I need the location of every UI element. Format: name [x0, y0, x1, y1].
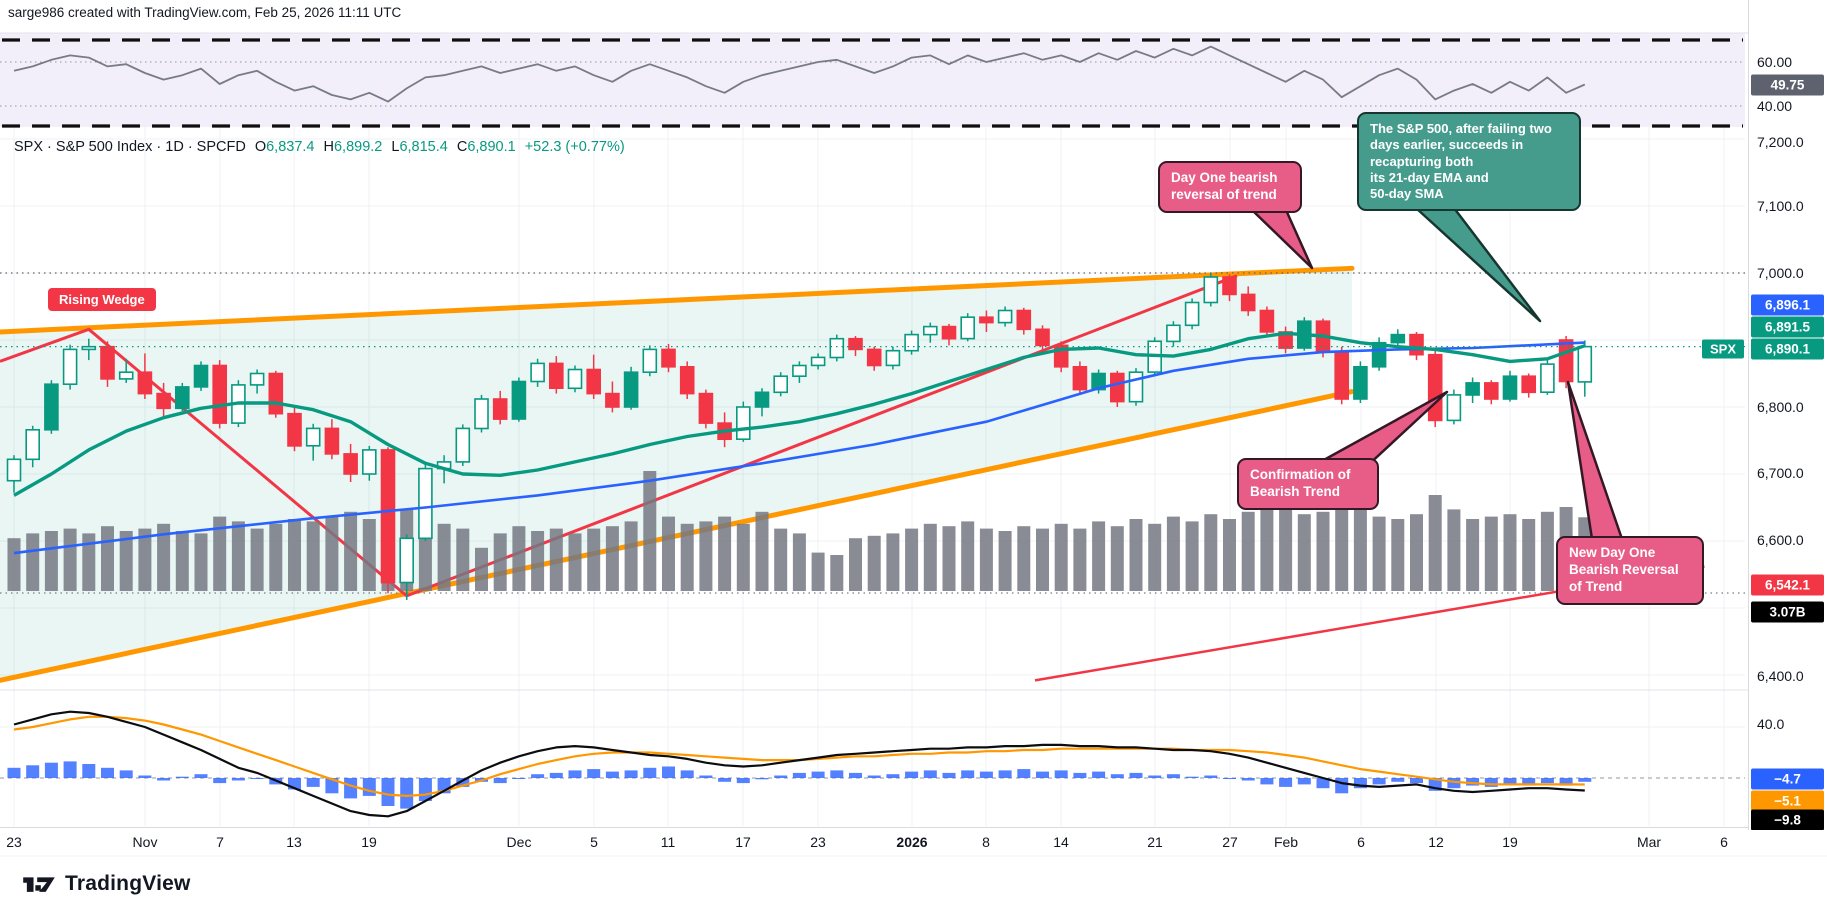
- rising-wedge-label[interactable]: Rising Wedge: [48, 288, 156, 311]
- time-axis-label: 6: [1357, 834, 1365, 850]
- price-scale-label: 6,700.0: [1757, 465, 1804, 481]
- upper-oscillator-pane[interactable]: [0, 33, 1745, 127]
- time-axis-label: 2026: [896, 834, 928, 850]
- ohlc-open: O6,837.4: [254, 139, 315, 155]
- time-axis-label: Nov: [132, 834, 158, 850]
- attribution-text: sarge986 created with TradingView.com, F…: [8, 5, 402, 20]
- price-badge: 6,896.1: [1751, 294, 1824, 316]
- ema21-line[interactable]: [13, 331, 1586, 497]
- price-scale-label: 7,000.0: [1757, 265, 1804, 281]
- price-scale-label: 40.00: [1757, 98, 1793, 114]
- time-axis-label: 5: [590, 834, 598, 850]
- rsi-band-lines: [0, 61, 1745, 107]
- time-axis-label: 19: [361, 834, 377, 850]
- tradingview-logo-text: TradingView: [65, 872, 191, 895]
- price-scale-label: 40.0: [1757, 716, 1785, 732]
- time-axis-label: 21: [1147, 834, 1163, 850]
- price-scale-label: 60.00: [1757, 54, 1793, 70]
- time-axis-label: 6: [1720, 834, 1728, 850]
- price-scale-label: 6,400.0: [1757, 668, 1804, 684]
- callout-new-day-one-bearish[interactable]: New Day One Bearish Reversal of Trend: [1556, 536, 1704, 605]
- sma50-line[interactable]: [13, 341, 1585, 555]
- time-axis-label: Feb: [1273, 834, 1299, 850]
- time-axis-label: 27: [1222, 834, 1238, 850]
- time-axis-label: Dec: [506, 834, 532, 850]
- price-badge: −9.8: [1751, 809, 1824, 830]
- time-axis-label: 8: [982, 834, 990, 850]
- lower-oscillator-pane[interactable]: [0, 710, 1745, 818]
- vertical-grid: [13, 33, 1725, 826]
- price-scale-label: 7,200.0: [1757, 134, 1804, 150]
- price-badge: 3.07B: [1751, 601, 1824, 623]
- callout-sp500-recapture[interactable]: The S&P 500, after failing two days earl…: [1357, 112, 1581, 212]
- price-scale-label: 6,800.0: [1757, 399, 1804, 415]
- time-axis[interactable]: 23 Nov 7 13 19 Dec 5 11 17 23 2026 8 14 21 27 Feb 6 12 19 M…: [0, 828, 1748, 854]
- time-axis-label: 23: [810, 834, 826, 850]
- price-badge: −4.7: [1751, 768, 1824, 790]
- time-axis-label: 11: [660, 834, 676, 850]
- change-value: +52.3 (+0.77%): [524, 139, 625, 155]
- tradingview-logo-icon: [23, 877, 55, 892]
- time-axis-label: 19: [1502, 834, 1518, 850]
- price-badge: 6,890.1: [1751, 338, 1824, 360]
- price-badge: 49.75: [1751, 74, 1824, 96]
- tradingview-logo[interactable]: TradingView: [22, 870, 191, 898]
- pane-separators: [0, 32, 1827, 857]
- time-axis-label: 14: [1053, 834, 1069, 850]
- callout-pointers: [1250, 206, 1624, 541]
- ohlc-high: H6,899.2: [323, 139, 383, 155]
- price-badge: 6,542.1: [1751, 574, 1824, 596]
- time-axis-label: 17: [735, 834, 751, 850]
- spx-price-line-tag: SPX: [1702, 339, 1745, 359]
- price-scale-label: 7,100.0: [1757, 198, 1804, 214]
- time-axis-label: Mar: [1636, 834, 1662, 850]
- time-axis-label: 13: [286, 834, 302, 850]
- time-axis-label: 7: [216, 834, 224, 850]
- callout-confirmation-bearish[interactable]: Confirmation of Bearish Trend: [1237, 458, 1379, 510]
- symbol-legend[interactable]: SPX · S&P 500 Index · 1D · SPCFD O6,837.…: [14, 139, 625, 155]
- callout-day-one-bearish[interactable]: Day One bearish reversal of trend: [1158, 161, 1302, 213]
- price-scale[interactable]: 60.00 40.00 7,200.0 7,100.0 7,000.0 6,800.0 6,…: [1748, 0, 1827, 830]
- price-badge: −5.1: [1751, 790, 1824, 812]
- time-axis-label: 23: [6, 834, 22, 850]
- time-axis-label: 12: [1428, 834, 1444, 850]
- upper-oscillator-line[interactable]: [13, 45, 1586, 103]
- price-scale-label: 6,600.0: [1757, 532, 1804, 548]
- ohlc-close: C6,890.1: [456, 139, 516, 155]
- ohlc-low: L6,815.4: [391, 139, 448, 155]
- symbol-title[interactable]: SPX · S&P 500 Index · 1D · SPCFD: [14, 139, 246, 155]
- price-badge: 6,891.5: [1751, 316, 1824, 338]
